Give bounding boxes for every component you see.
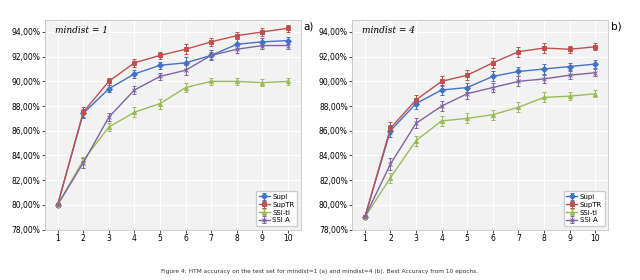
Legend: SupI, SupTR, SSl-tI, SSl A: SupI, SupTR, SSl-tI, SSl A (564, 191, 605, 226)
Text: b): b) (611, 22, 621, 32)
Text: Figure 4: HTM accuracy on the test set for mindist=1 (a) and mindist=4 (b). Best: Figure 4: HTM accuracy on the test set f… (161, 269, 479, 274)
Text: mindist = 4: mindist = 4 (362, 26, 415, 35)
Text: a): a) (303, 22, 314, 32)
Text: mindist = 1: mindist = 1 (55, 26, 108, 35)
Legend: SupI, SupTR, SSl-tI, SSl A: SupI, SupTR, SSl-tI, SSl A (257, 191, 298, 226)
